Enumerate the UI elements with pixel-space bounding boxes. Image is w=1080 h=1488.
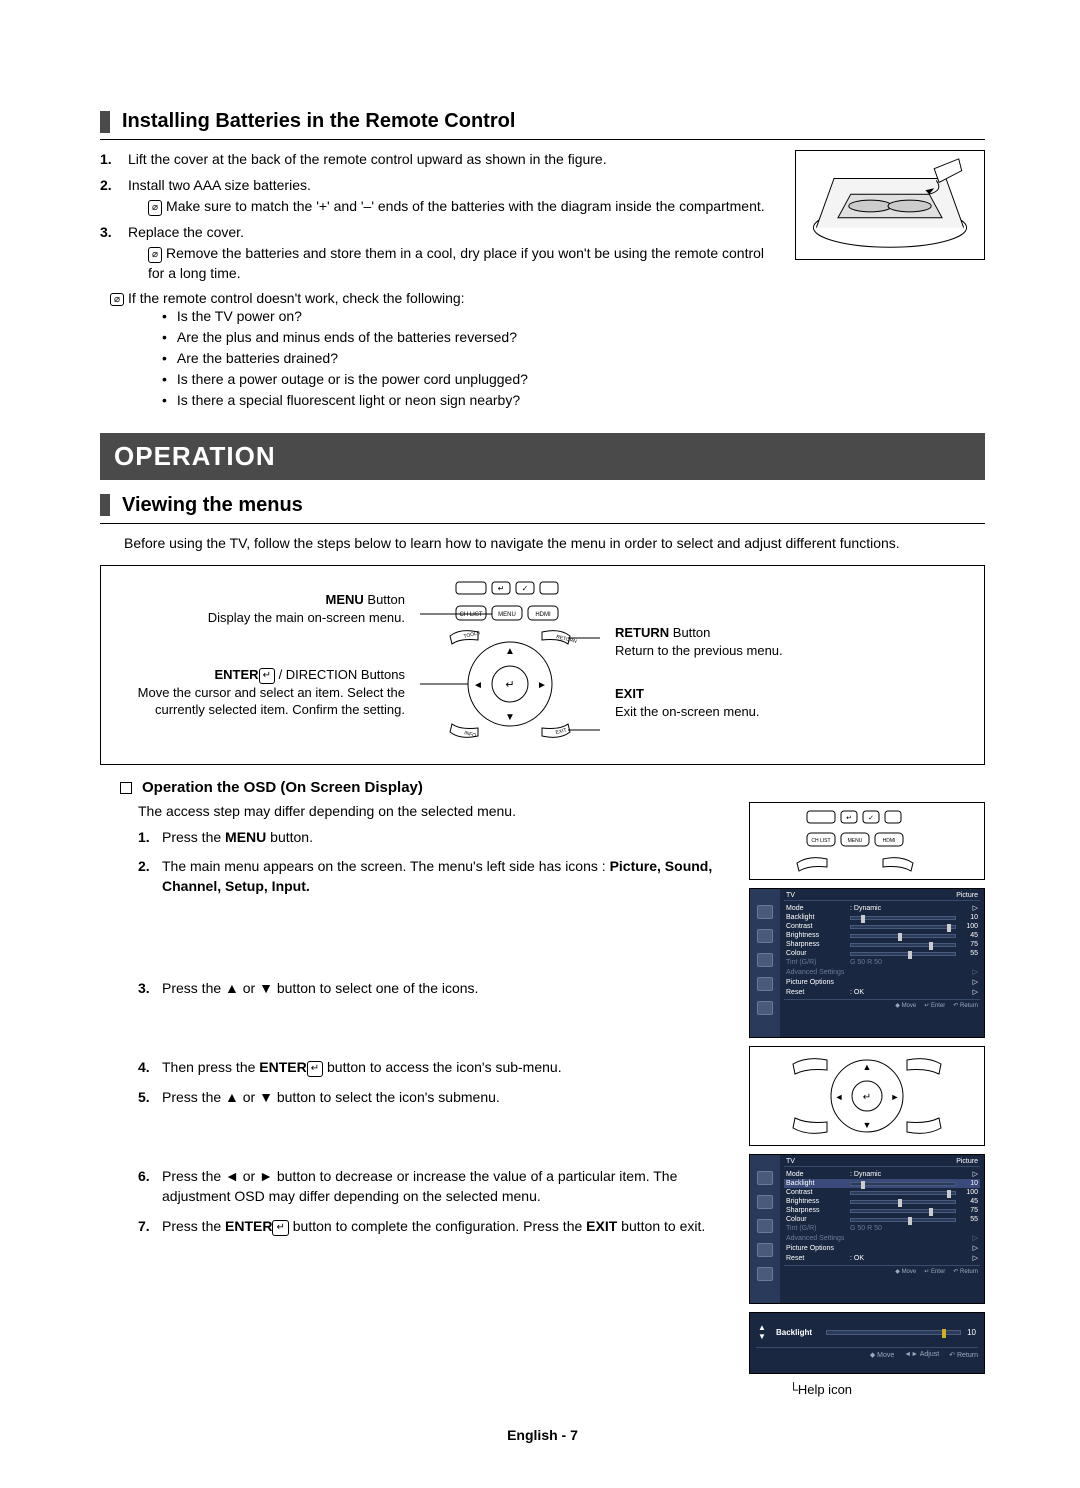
remote-illustration: ↵ ✓ CH LIST MENU HDMI TOOLS RETURN ↵ ▲ ▼	[415, 580, 605, 750]
osd-step-1: 1.Press the MENU button.	[138, 828, 733, 848]
note-icon: ⌀	[110, 293, 124, 306]
check-item: Is the TV power on?	[162, 306, 775, 327]
osd-step-4: 4.Then press the ENTER↵ button to access…	[138, 1058, 733, 1078]
svg-text:↵: ↵	[863, 1092, 871, 1103]
svg-text:↵: ↵	[846, 815, 852, 822]
svg-text:✓: ✓	[522, 584, 529, 593]
svg-text:HDMI: HDMI	[883, 838, 896, 844]
menu-button-label: MENU Button Display the main on-screen m…	[115, 591, 405, 626]
osd-step-2: 2.The main menu appears on the screen. T…	[138, 857, 733, 896]
step-2: 2.Install two AAA size batteries. ⌀Make …	[128, 176, 775, 217]
check-item: Is there a special fluorescent light or …	[162, 390, 775, 411]
svg-text:▲: ▲	[863, 1062, 872, 1072]
svg-text:↵: ↵	[498, 584, 505, 593]
intro-text: Before using the TV, follow the steps be…	[124, 534, 985, 554]
svg-text:MENU: MENU	[498, 612, 516, 618]
note-icon: ⌀	[148, 200, 162, 216]
step-3: 3.Replace the cover. ⌀Remove the batteri…	[128, 223, 775, 284]
svg-text:◄: ◄	[473, 680, 483, 691]
svg-text:MENU: MENU	[848, 838, 863, 844]
osd-note: The access step may differ depending on …	[138, 802, 733, 822]
battery-figure	[795, 150, 985, 260]
section-header-menus: Viewing the menus	[100, 494, 985, 524]
page-footer: English - 7	[100, 1427, 985, 1443]
svg-text:CH LIST: CH LIST	[811, 838, 830, 844]
svg-text:▼: ▼	[505, 712, 515, 723]
square-bullet-icon	[120, 782, 132, 794]
svg-text:▲: ▲	[505, 646, 515, 657]
direction-pad-figure: ↵ ▲ ▼ ◄ ►	[749, 1046, 985, 1146]
enter-icon: ↵	[307, 1061, 323, 1077]
remote-diagram: MENU Button Display the main on-screen m…	[100, 565, 985, 765]
step-1: 1.Lift the cover at the back of the remo…	[128, 150, 775, 170]
osd-step-3: 3.Press the ▲ or ▼ button to select one …	[138, 979, 733, 999]
menu-screen-2: TVPicture Mode: Dynamic▷ Backlight10 Con…	[749, 1154, 985, 1304]
section-title: Viewing the menus	[122, 494, 303, 517]
svg-text:HDMI: HDMI	[535, 612, 551, 618]
enter-button-label: ENTER↵ / DIRECTION Buttons Move the curs…	[115, 666, 405, 719]
return-button-label: RETURN Button Return to the previous men…	[615, 624, 970, 659]
svg-text:CH LIST: CH LIST	[459, 612, 482, 618]
exit-button-label: EXIT Exit the on-screen menu.	[615, 685, 970, 720]
accent-bar	[100, 494, 110, 516]
check-item: Are the batteries drained?	[162, 348, 775, 369]
svg-text:↵: ↵	[505, 679, 514, 691]
backlight-adjust: ▲▼ Backlight 10 ◆ Move◄► Adjust↶ Return	[749, 1312, 985, 1374]
osd-step-6: 6.Press the ◄ or ► button to decrease or…	[138, 1167, 733, 1206]
help-icon-label: Help icon	[789, 1382, 985, 1397]
troubleshoot-lead: ⌀If the remote control doesn't work, che…	[100, 290, 775, 306]
enter-icon: ↵	[259, 668, 275, 684]
accent-bar	[100, 111, 110, 133]
check-item: Is there a power outage or is the power …	[162, 369, 775, 390]
osd-step-7: 7.Press the ENTER↵ button to complete th…	[138, 1217, 733, 1237]
svg-text:✓: ✓	[868, 815, 874, 822]
svg-text:►: ►	[891, 1092, 900, 1102]
svg-text:◄: ◄	[835, 1092, 844, 1102]
svg-text:►: ►	[537, 680, 547, 691]
operation-banner: OPERATION	[100, 433, 985, 480]
svg-text:▼: ▼	[863, 1120, 872, 1130]
note-icon: ⌀	[148, 247, 162, 263]
menu-screen-1: TVPicture Mode: Dynamic▷ Backlight10 Con…	[749, 888, 985, 1038]
osd-header: Operation the OSD (On Screen Display)	[120, 779, 985, 796]
section-header-batteries: Installing Batteries in the Remote Contr…	[100, 110, 985, 140]
osd-step-5: 5.Press the ▲ or ▼ button to select the …	[138, 1088, 733, 1108]
section-title: Installing Batteries in the Remote Contr…	[122, 110, 515, 133]
enter-icon: ↵	[272, 1220, 288, 1236]
check-item: Are the plus and minus ends of the batte…	[162, 327, 775, 348]
mini-remote-top: ↵ ✓ CH LIST MENU HDMI	[749, 802, 985, 880]
